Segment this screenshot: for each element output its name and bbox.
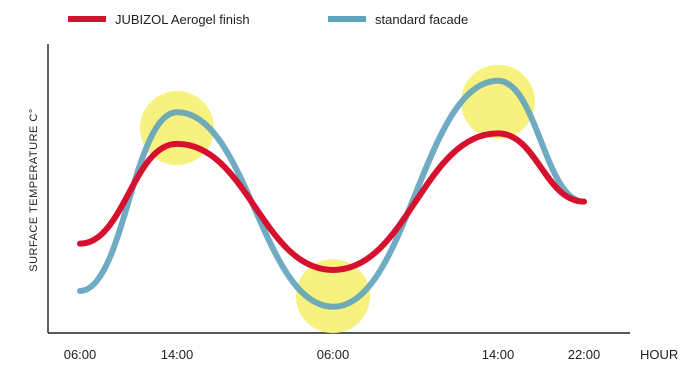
legend: JUBIZOL Aerogel finish standard facade xyxy=(68,12,468,27)
legend-label-aerogel: JUBIZOL Aerogel finish xyxy=(115,12,250,27)
series-lines xyxy=(77,77,587,310)
x-tick-label: 06:00 xyxy=(64,347,97,362)
y-axis-label: SURFACE TEMPERATURE C° xyxy=(28,108,40,272)
x-tick-label: 14:00 xyxy=(482,347,515,362)
x-tick-label: 14:00 xyxy=(161,347,194,362)
legend-label-standard: standard facade xyxy=(375,12,468,27)
axes xyxy=(47,44,630,334)
highlight-circles xyxy=(140,64,535,334)
x-tick-label: 22:00 xyxy=(568,347,601,362)
x-tick-labels: 06:00 14:00 06:00 14:00 22:00 xyxy=(64,347,601,362)
x-tick-label: 06:00 xyxy=(317,347,350,362)
series-line-standard xyxy=(77,77,587,310)
highlight-circle xyxy=(296,259,370,334)
x-axis-label: HOUR xyxy=(640,347,678,362)
series-line-aerogel xyxy=(77,130,587,273)
